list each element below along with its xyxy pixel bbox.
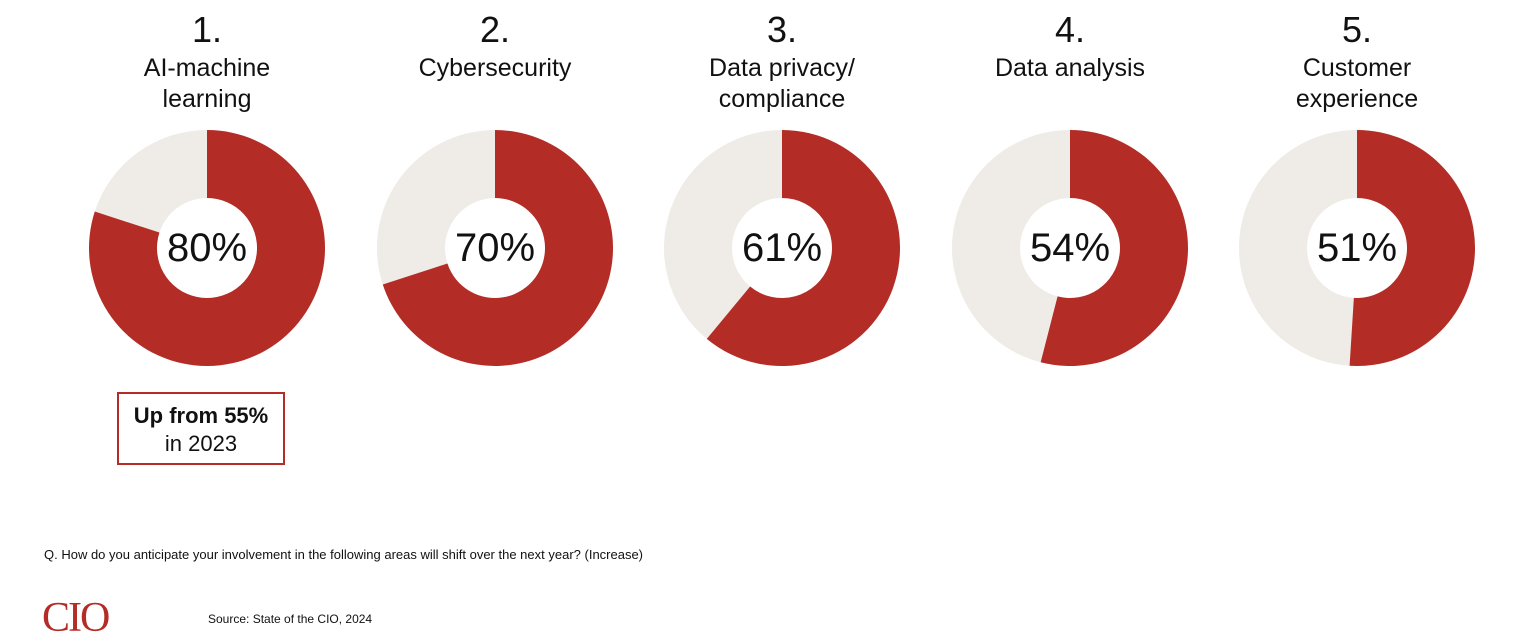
rank-number: 5.	[1341, 9, 1373, 50]
donut-value-segment	[706, 130, 900, 366]
donut-chart: 70%	[377, 130, 613, 366]
donut-svg	[89, 130, 325, 366]
category-label: Data privacy/ compliance	[709, 54, 855, 113]
annotation-subtext: in 2023	[164, 431, 238, 456]
donut-chart: 51%	[1239, 130, 1475, 366]
donut-chart: 54%	[952, 130, 1188, 366]
donut-remainder-segment	[1239, 130, 1357, 366]
annotation-headline: Up from 55%	[133, 403, 269, 428]
donut-value-segment	[1040, 130, 1188, 366]
category-label: Cybersecurity	[418, 54, 572, 82]
donut-chart: 80%	[89, 130, 325, 366]
rank-number: 3.	[766, 9, 798, 50]
category-label: AI-machine learning	[143, 54, 271, 113]
annotation-box: Up from 55% in 2023	[117, 392, 285, 465]
percentage-label: 70%	[454, 226, 536, 270]
percentage-label: 51%	[1316, 226, 1398, 270]
cio-logo: CIO	[42, 595, 110, 641]
donut-svg	[952, 130, 1188, 366]
rank-number: 1.	[191, 9, 223, 50]
category-label: Customer experience	[1295, 54, 1419, 113]
donut-value-segment	[382, 130, 613, 366]
percentage-label: 80%	[166, 226, 248, 270]
donut-remainder-segment	[94, 130, 207, 233]
donut-value-segment	[89, 130, 325, 366]
donut-svg	[377, 130, 613, 366]
survey-question: Q. How do you anticipate your involvemen…	[44, 547, 644, 562]
rank-number: 4.	[1054, 9, 1086, 50]
donut-value-segment	[1349, 130, 1475, 366]
category-label: Data analysis	[994, 54, 1146, 82]
source-note: Source: State of the CIO, 2024	[208, 612, 373, 626]
percentage-label: 61%	[741, 226, 823, 270]
percentage-label: 54%	[1029, 226, 1111, 270]
donut-remainder-segment	[952, 130, 1070, 363]
rank-number: 2.	[479, 9, 511, 50]
donut-svg	[1239, 130, 1475, 366]
donut-remainder-segment	[664, 130, 782, 339]
donut-remainder-segment	[377, 130, 495, 285]
donut-chart: 61%	[664, 130, 900, 366]
donut-svg	[664, 130, 900, 366]
